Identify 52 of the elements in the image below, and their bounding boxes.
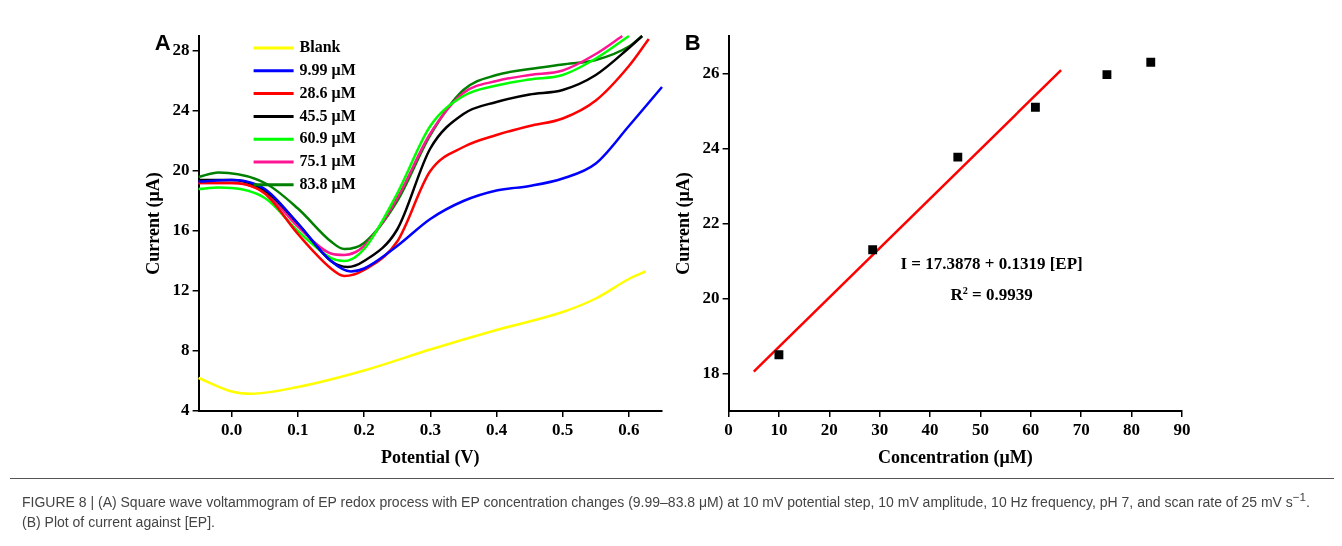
x-tick-label: 0.4 xyxy=(485,419,508,439)
x-tick-label: 20 xyxy=(820,419,838,439)
x-tick-label: 30 xyxy=(871,419,889,439)
x-tick-label: 10 xyxy=(770,419,788,439)
x-tick-label: 80 xyxy=(1123,419,1141,439)
y-tick-label: 20 xyxy=(702,287,720,307)
x-tick-label: 0.2 xyxy=(353,419,375,439)
y-tick-label: 24 xyxy=(702,137,721,157)
x-tick-label: 40 xyxy=(921,419,939,439)
y-tick-label: 24 xyxy=(172,100,191,120)
y-tick-label: 26 xyxy=(702,62,720,82)
y-axis-title: Current (μA) xyxy=(143,172,165,275)
y-tick-label: 22 xyxy=(702,212,720,232)
y-tick-label: 12 xyxy=(172,280,190,300)
x-axis-title: Concentration (μM) xyxy=(877,446,1033,468)
x-tick-label: 90 xyxy=(1173,419,1191,439)
legend-label: 9.99 μM xyxy=(299,60,356,79)
text: B xyxy=(684,30,701,55)
y-tick-label: 28 xyxy=(172,40,190,60)
legend-label: Blank xyxy=(299,38,341,56)
line-series xyxy=(197,85,664,273)
legend-label: 83.8 μM xyxy=(299,174,356,193)
x-tick-label: 0.3 xyxy=(419,419,441,439)
y-tick-label: 18 xyxy=(702,362,720,382)
x-tick-label: 60 xyxy=(1022,419,1040,439)
point xyxy=(1146,57,1156,67)
y-axis-title: Current (μA) xyxy=(673,172,695,275)
x-tick-label: 0.1 xyxy=(287,419,309,439)
point xyxy=(1030,102,1040,112)
y-tick-label: 20 xyxy=(172,160,190,180)
x-tick-label: 0.0 xyxy=(221,419,243,439)
y-tick-label: 16 xyxy=(172,220,190,240)
x-tick-label: 50 xyxy=(971,419,989,439)
x-tick-label: 0.6 xyxy=(618,419,640,439)
annotation: I = 17.3878 + 0.1319 [EP] xyxy=(900,253,1083,273)
point xyxy=(774,350,784,360)
legend-label: 45.5 μM xyxy=(299,106,356,125)
point xyxy=(953,152,963,162)
text: A xyxy=(154,30,171,55)
x-tick-label: 0 xyxy=(724,419,733,439)
legend-label: 75.1 μM xyxy=(299,152,356,171)
x-tick-label: 0.5 xyxy=(552,419,574,439)
y-tick-label: 8 xyxy=(181,340,190,360)
point xyxy=(868,245,878,255)
point xyxy=(1102,70,1112,80)
x-tick-label: 70 xyxy=(1072,419,1090,439)
line-series xyxy=(197,270,647,395)
x-axis-title: Potential (V) xyxy=(381,446,480,468)
text: FIGURE 8 | (A) Square wave voltammogram of EP redox process with EP concentration changes (9.99–83.8 μM) at 10 mV potential step, 10 mV amplitude, 10 Hz frequency, pH 7, and scan rate of 25 mV s$^{−1}$. (B) Plot of current against [EP]. xyxy=(22,490,1310,530)
legend-label: 28.6 μM xyxy=(299,83,356,102)
legend-label: 60.9 μM xyxy=(299,129,356,148)
y-tick-label: 4 xyxy=(181,400,191,420)
